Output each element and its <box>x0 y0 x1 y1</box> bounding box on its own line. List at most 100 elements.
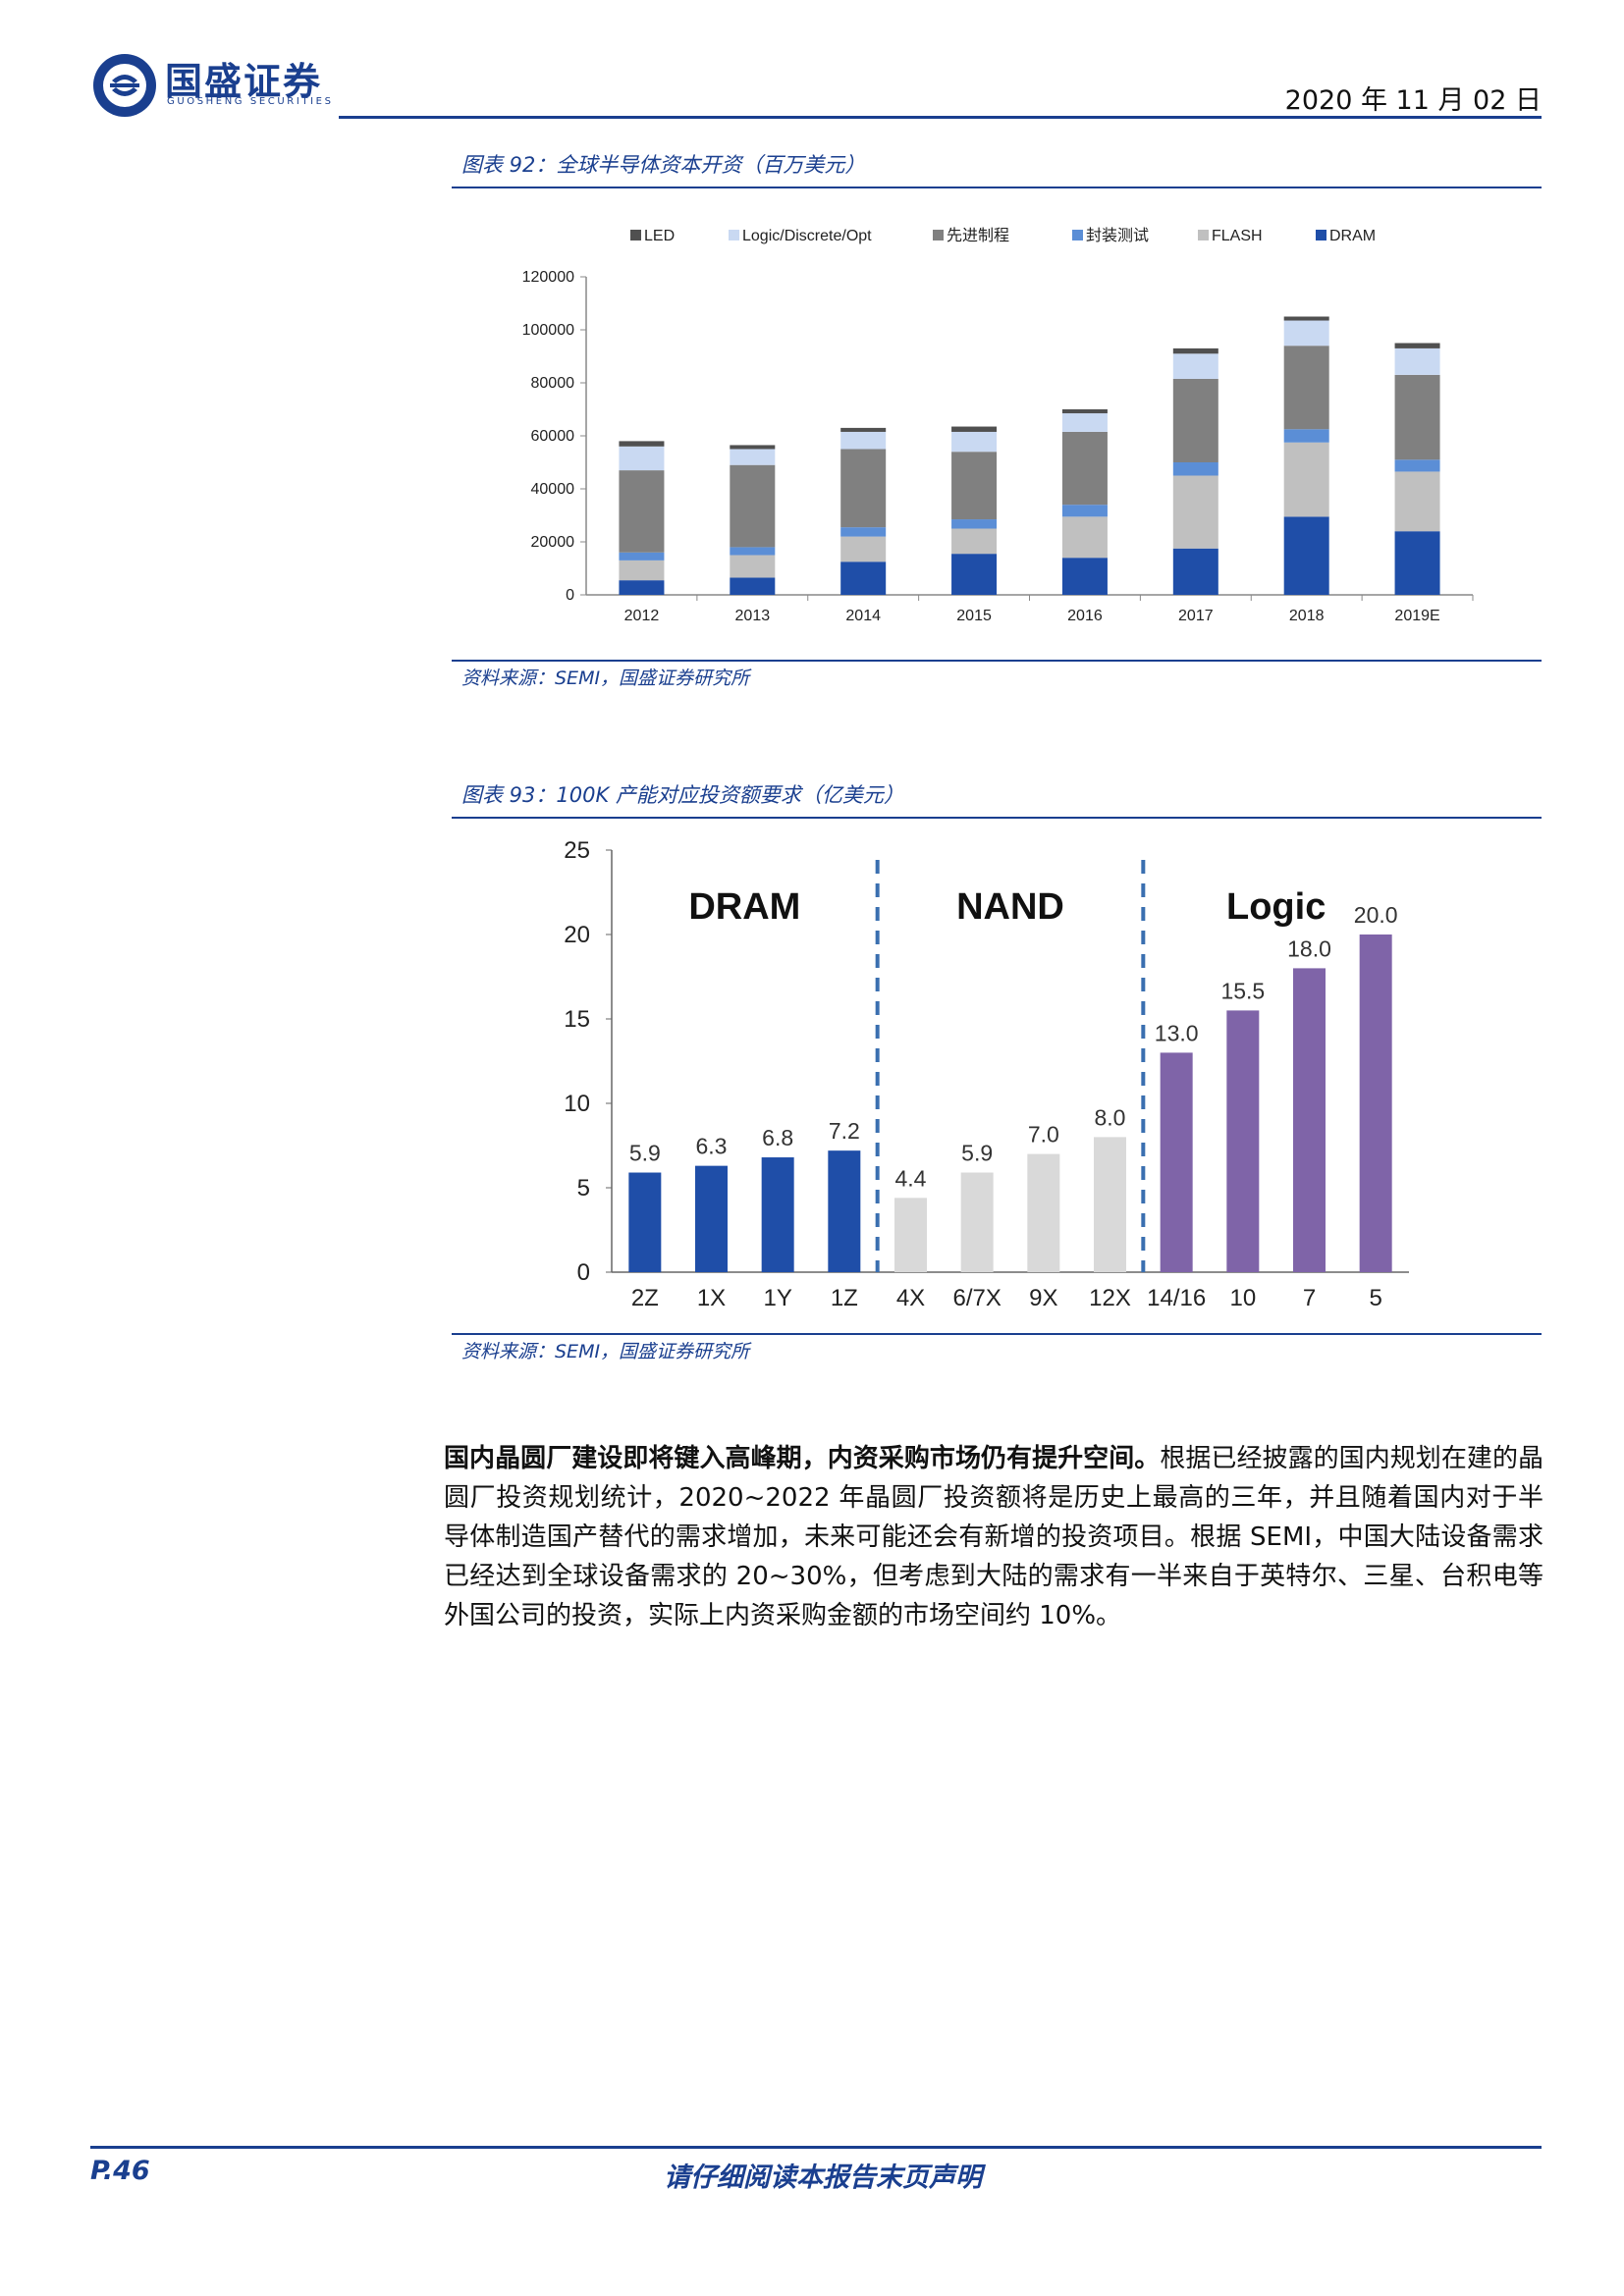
bar-segment-先进制程 <box>1394 374 1440 460</box>
data-label: 15.5 <box>1220 978 1265 1003</box>
legend-swatch <box>1072 230 1083 240</box>
bar-7 <box>1293 968 1326 1272</box>
x-tick-label: 14/16 <box>1147 1285 1206 1311</box>
data-label: 18.0 <box>1287 935 1331 961</box>
x-tick-label: 2013 <box>735 608 771 624</box>
bar-segment-LED <box>730 445 776 450</box>
header-divider <box>339 116 1542 119</box>
x-tick-label: 4X <box>896 1285 925 1311</box>
y-tick-label: 10 <box>564 1091 590 1117</box>
bar-segment-DRAM <box>840 561 887 595</box>
paragraph-lead: 国内晶圆厂建设即将键入高峰期，内资采购市场仍有提升空间。 <box>444 1444 1161 1473</box>
figure-92-bottom-rule <box>452 660 1542 662</box>
x-tick-label: 1Z <box>831 1285 858 1311</box>
y-tick-label: 20000 <box>531 534 575 551</box>
legend-swatch <box>933 230 944 240</box>
x-tick-label: 1Y <box>763 1285 791 1311</box>
bar-12X <box>1094 1137 1126 1272</box>
bar-1X <box>695 1165 728 1272</box>
bar-segment-DRAM <box>1061 558 1108 595</box>
bar-segment-封装测试 <box>1394 459 1440 472</box>
data-label: 6.3 <box>696 1134 728 1159</box>
bar-10 <box>1226 1010 1260 1272</box>
figure-93-top-rule <box>452 817 1542 819</box>
body-paragraph: 国内晶圆厂建设即将键入高峰期，内资采购市场仍有提升空间。根据已经披露的国内规划在… <box>444 1439 1543 1635</box>
bar-segment-先进制程 <box>1061 431 1108 506</box>
legend-label: Logic/Discrete/Opt <box>742 228 872 244</box>
bar-2Z <box>628 1172 662 1272</box>
y-tick-label: 0 <box>566 587 574 604</box>
x-tick-label: 6/7X <box>952 1285 1001 1311</box>
group-label-dram: DRAM <box>688 886 800 928</box>
figure-92-top-rule <box>452 187 1542 188</box>
bar-segment-LED <box>1061 409 1108 414</box>
x-tick-label: 2Z <box>631 1285 659 1311</box>
bar-segment-FLASH <box>1394 471 1440 532</box>
bar-14/16 <box>1160 1052 1193 1272</box>
x-tick-label: 2019E <box>1394 608 1439 624</box>
data-label: 5.9 <box>961 1141 993 1166</box>
y-tick-label: 120000 <box>522 269 574 286</box>
legend-label: LED <box>644 228 675 244</box>
y-tick-label: 25 <box>564 837 590 864</box>
bar-segment-LED <box>1172 347 1218 354</box>
x-tick-label: 2017 <box>1178 608 1214 624</box>
figure-92-title: 图表 92：全球半导体资本开资（百万美元） <box>461 153 866 177</box>
bar-segment-FLASH <box>1283 442 1329 517</box>
x-tick-label: 2016 <box>1067 608 1103 624</box>
paragraph-text: 根据已经披露的国内规划在建的晶圆厂投资规划统计，2020~2022 年晶圆厂投资… <box>444 1444 1543 1630</box>
y-tick-label: 0 <box>577 1259 590 1286</box>
bar-segment-FLASH <box>730 555 776 578</box>
bar-segment-DRAM <box>619 580 665 595</box>
y-tick-label: 100000 <box>522 322 574 339</box>
x-tick-label: 2018 <box>1289 608 1325 624</box>
bar-segment-Logic/Discrete/Opt <box>1061 413 1108 432</box>
bar-segment-封装测试 <box>1061 505 1108 517</box>
group-label-nand: NAND <box>956 886 1064 928</box>
bar-segment-封装测试 <box>840 527 887 537</box>
x-tick-label: 2014 <box>845 608 881 624</box>
legend-swatch <box>1316 230 1326 240</box>
bar-1Y <box>761 1157 794 1272</box>
data-label: 13.0 <box>1155 1020 1199 1045</box>
guosheng-logo-icon <box>93 54 156 117</box>
y-tick-label: 5 <box>577 1175 590 1201</box>
bar-segment-DRAM <box>1394 531 1440 595</box>
bar-segment-先进制程 <box>951 452 998 520</box>
legend-label: 封装测试 <box>1086 227 1149 244</box>
bar-segment-FLASH <box>1061 516 1108 559</box>
bar-segment-先进制程 <box>1283 346 1329 430</box>
bar-segment-Logic/Discrete/Opt <box>730 449 776 465</box>
bar-segment-DRAM <box>951 554 998 595</box>
page-number: P.46 <box>90 2156 150 2186</box>
brand-name: 国盛证券 <box>165 60 323 103</box>
bar-segment-LED <box>619 441 665 447</box>
bar-segment-LED <box>840 427 887 432</box>
x-tick-label: 2012 <box>624 608 660 624</box>
bar-segment-LED <box>1283 316 1329 321</box>
bar-4X <box>894 1198 927 1272</box>
x-tick-label: 5 <box>1369 1285 1381 1311</box>
data-label: 5.9 <box>629 1141 661 1166</box>
bar-segment-FLASH <box>619 560 665 581</box>
bar-segment-LED <box>1394 343 1440 348</box>
figure-93-bottom-rule <box>452 1333 1542 1335</box>
data-label: 6.8 <box>762 1125 793 1150</box>
bar-segment-封装测试 <box>1283 429 1329 443</box>
bar-segment-Logic/Discrete/Opt <box>1283 320 1329 347</box>
bar-segment-封装测试 <box>619 552 665 561</box>
bar-segment-DRAM <box>1172 548 1218 595</box>
x-tick-label: 2015 <box>956 608 992 624</box>
bar-segment-先进制程 <box>730 464 776 548</box>
y-tick-label: 15 <box>564 1006 590 1033</box>
bar-segment-DRAM <box>1283 516 1329 595</box>
investment-per-100k-bar-chart: 0 5 10 15 20 25 5.9 2Z 6.3 1X 6.8 1Y 7.2 1Z DRAM 4.4 4X 5… <box>564 837 1409 1311</box>
group-label-logic: Logic <box>1226 886 1326 928</box>
legend-label: DRAM <box>1329 228 1376 244</box>
x-tick-label: 12X <box>1089 1285 1131 1311</box>
bar-segment-DRAM <box>730 577 776 595</box>
footer-divider <box>90 2146 1542 2149</box>
capex-stacked-bar-chart: 0 20000 40000 60000 80000 100000 120000 2012 201… <box>522 227 1474 624</box>
legend-swatch <box>729 230 739 240</box>
x-tick-label: 10 <box>1229 1285 1256 1311</box>
